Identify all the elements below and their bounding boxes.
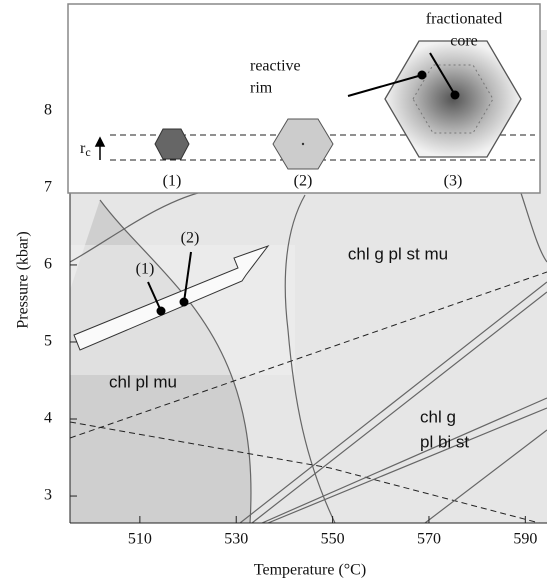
- x-axis-title: Temperature (°C): [254, 562, 366, 579]
- radius-arrow: [94, 136, 106, 160]
- y-tick-label: 7: [44, 179, 52, 196]
- field-label: chl g: [420, 407, 456, 426]
- x-tick-label: 570: [417, 531, 441, 548]
- point-label: (1): [136, 261, 155, 278]
- inset-label: rim: [250, 80, 273, 97]
- boundary: [519, 189, 547, 263]
- leader: [183, 251, 192, 303]
- y-tick-label: 3: [44, 487, 52, 504]
- field-label: chl g pl st mu: [348, 244, 448, 263]
- x-tick-label: 510: [128, 531, 152, 548]
- boundary: [99, 199, 252, 523]
- field-label: chl pl mu: [109, 372, 177, 391]
- dashed-boundary: [70, 421, 542, 523]
- boundary: [284, 194, 336, 523]
- reaction-line: [261, 397, 547, 523]
- path-highlight: [70, 245, 295, 375]
- grain: [154, 128, 190, 160]
- y-axis-title: Pressure (kbar): [15, 231, 32, 328]
- y-tick-label: 4: [44, 410, 52, 427]
- x-tick-label: 550: [321, 531, 345, 548]
- pt-path-arrow: [73, 244, 270, 351]
- stage-label: (3): [444, 173, 463, 190]
- boundary: [70, 189, 211, 263]
- field-label: pl bi st: [420, 432, 469, 451]
- inset-label: core: [450, 33, 478, 50]
- y-tick-label: 5: [44, 333, 52, 350]
- y-tick-label: 8: [44, 102, 52, 119]
- reaction-line: [239, 281, 547, 523]
- reaction-line: [424, 429, 547, 523]
- x-tick-label: 590: [513, 531, 537, 548]
- leader: [147, 281, 162, 312]
- grain-center: [301, 142, 305, 146]
- leader: [347, 74, 423, 97]
- y-tick-label: 6: [44, 256, 52, 273]
- x-tick-label: 530: [224, 531, 248, 548]
- point-label: (2): [181, 230, 200, 247]
- inset-label: fractionated: [426, 11, 502, 28]
- radius-symbol: r: [80, 140, 86, 157]
- inset-label: reactive: [250, 58, 301, 75]
- dashed-boundary: [70, 271, 547, 439]
- leader: [429, 52, 456, 96]
- inset: fractionated core reactive rim rc (1) (2…: [67, 3, 541, 194]
- radius-subscript: c: [85, 145, 90, 159]
- stage-label: (2): [294, 173, 313, 190]
- radius-label: rc: [80, 140, 91, 159]
- stage-label: (1): [163, 173, 182, 190]
